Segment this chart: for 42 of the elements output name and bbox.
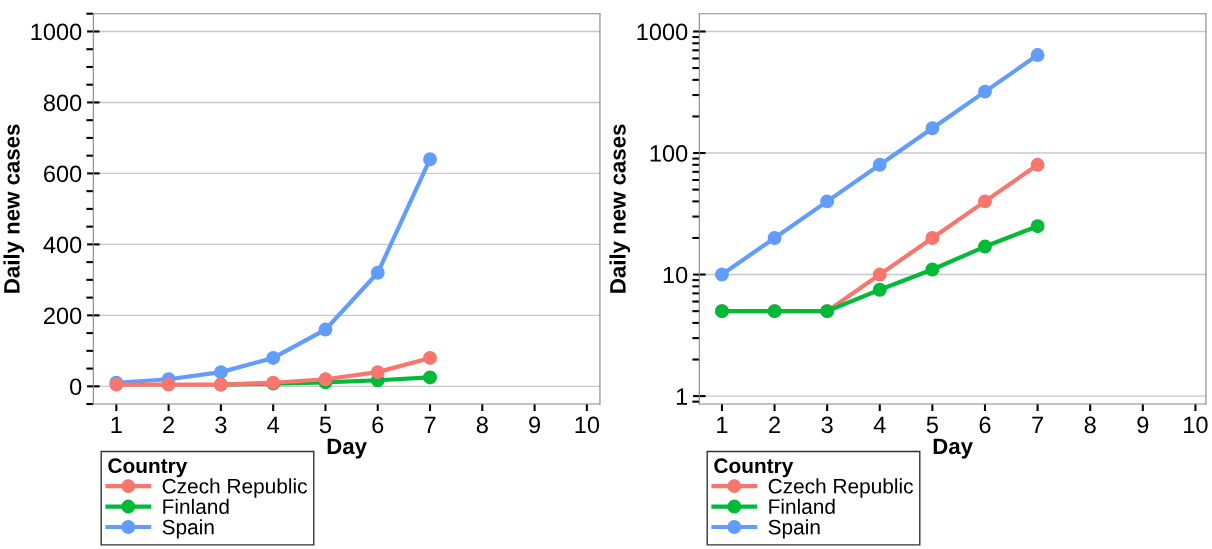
y-tick-label: 0: [70, 378, 82, 396]
y-tick-label: 10: [663, 266, 688, 284]
x-tick-label: 6: [979, 416, 991, 434]
y-tick-label: 800: [43, 94, 82, 112]
legend-label: Czech Republic: [162, 478, 307, 498]
x-tick-label: 9: [1137, 416, 1149, 434]
legend-label: Spain: [768, 519, 820, 539]
x-tick-label: 5: [319, 416, 332, 434]
x-tick-label: 10: [1184, 416, 1208, 434]
x-axis-title: Day: [933, 438, 973, 459]
legend-title: Country: [108, 458, 188, 478]
x-tick-label: 4: [873, 416, 886, 433]
x-tick-label: 2: [769, 416, 780, 433]
y-tick-label: 1000: [31, 23, 82, 41]
x-tick-label: 9: [529, 416, 541, 434]
y-tick-label: 100: [650, 145, 688, 162]
legend-title: Country: [714, 458, 794, 478]
x-tick-label: 6: [372, 416, 384, 434]
x-tick-label: 2: [163, 416, 174, 433]
y-axis-title: Daily new cases: [609, 124, 631, 293]
x-tick-label: 8: [1084, 416, 1096, 434]
y-tick-label: 400: [43, 236, 82, 254]
legend-label: Finland: [769, 498, 835, 515]
y-tick-label: 1: [676, 388, 688, 405]
x-tick-label: 7: [424, 416, 436, 433]
legend-label: Finland: [163, 498, 229, 515]
x-tick-label: 1: [111, 416, 122, 433]
y-tick-label: 600: [44, 165, 82, 183]
y-axis-title: Daily new cases: [3, 124, 25, 293]
y-tick-label: 200: [44, 307, 82, 325]
x-tick-label: 8: [476, 416, 488, 434]
x-tick-label: 1: [717, 416, 728, 433]
x-tick-label: 3: [821, 416, 833, 434]
y-tick-label: 1000: [637, 23, 688, 41]
x-tick-label: 5: [926, 416, 938, 434]
x-tick-label: 4: [267, 416, 280, 433]
x-tick-label: 7: [1032, 416, 1043, 433]
x-tick-label: 10: [575, 416, 600, 434]
x-axis-title: Day: [327, 438, 367, 459]
legend-label: Spain: [162, 519, 214, 539]
legend-label: Czech Republic: [768, 478, 913, 498]
x-tick-label: 3: [215, 416, 227, 434]
